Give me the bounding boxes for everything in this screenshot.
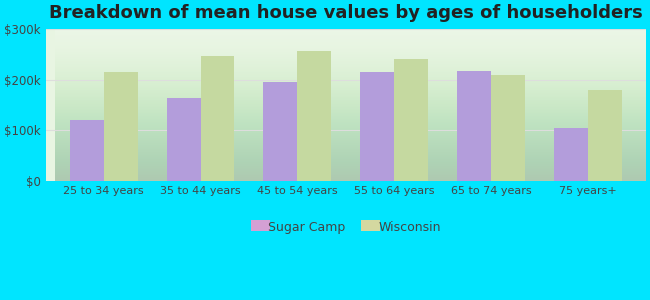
Bar [554,128,588,181]
Bar [166,98,201,181]
Bar [263,82,297,181]
Bar [201,56,235,181]
Bar [491,75,525,181]
Bar [70,120,104,181]
Bar [394,58,428,181]
Bar [104,72,138,181]
Legend: Sugar Camp, Wisconsin: Sugar Camp, Wisconsin [246,216,446,238]
Title: Breakdown of mean house values by ages of householders: Breakdown of mean house values by ages o… [49,4,643,22]
Bar [297,50,332,181]
Bar [457,71,491,181]
Bar [588,90,621,181]
Bar [360,72,394,181]
